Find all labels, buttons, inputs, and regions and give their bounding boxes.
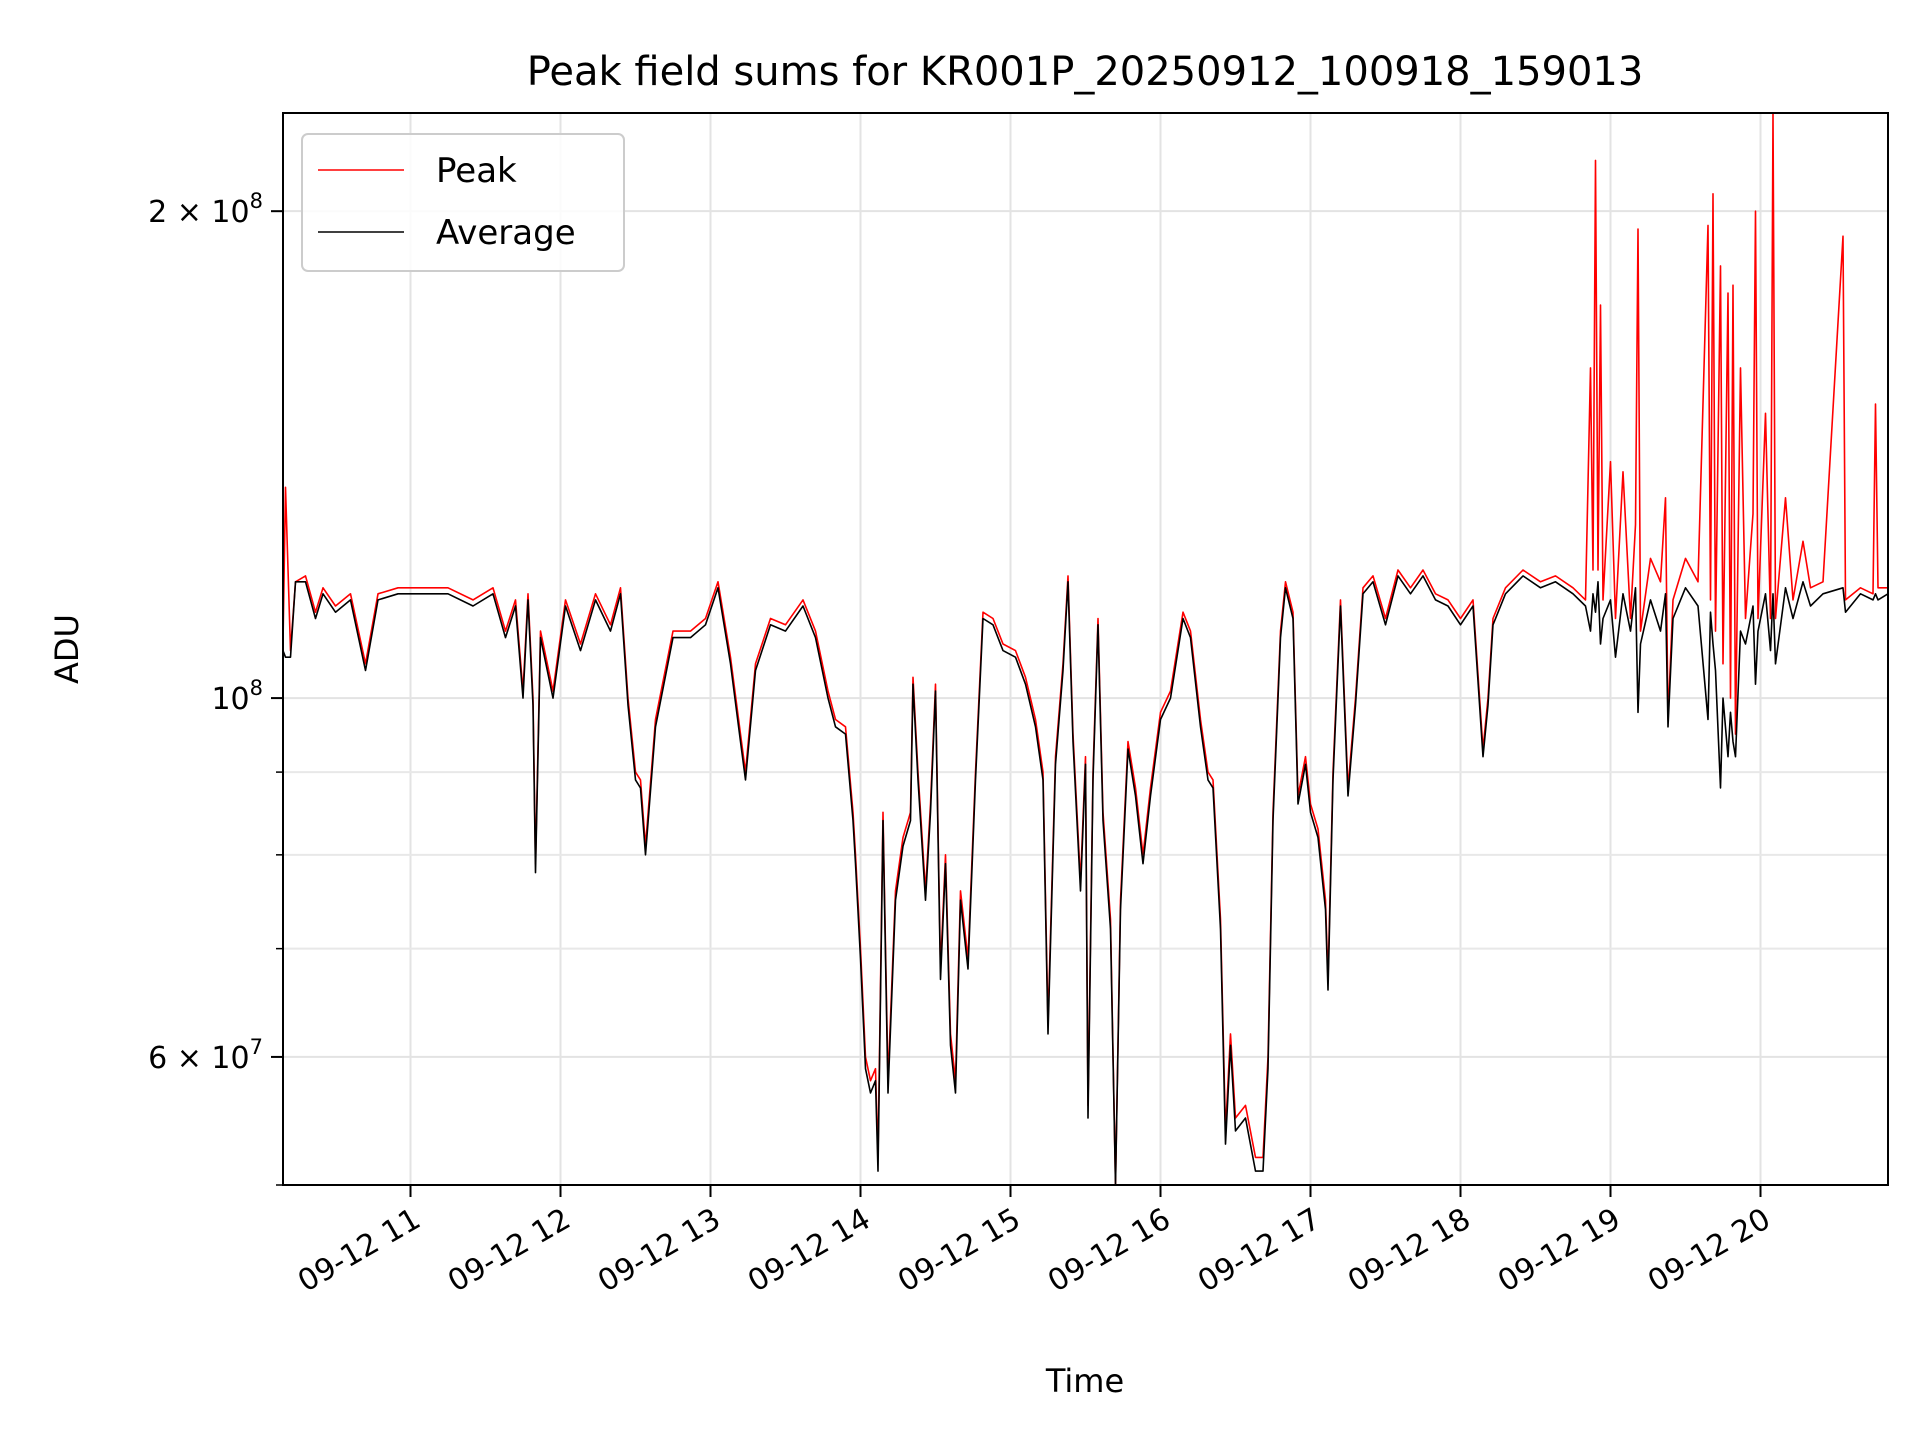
legend-box xyxy=(301,133,625,272)
y-axis-title: ADU xyxy=(48,614,86,684)
legend: Peak Average xyxy=(301,133,625,272)
y-tick-label: 108 xyxy=(211,676,263,717)
y-axis: 6 × 107 108 2 × 108 xyxy=(148,189,283,1186)
y-tick-label: 2 × 108 xyxy=(148,189,263,230)
y-tick-label: 6 × 107 xyxy=(148,1035,263,1076)
legend-label-average: Average xyxy=(436,213,576,253)
chart-title: Peak field sums for KR001P_20250912_1009… xyxy=(527,49,1644,95)
legend-label-peak: Peak xyxy=(436,151,517,191)
series-line-average xyxy=(282,575,1889,1186)
x-axis-title: Time xyxy=(1045,1362,1124,1400)
plot-area xyxy=(282,112,1889,1186)
axes-frame xyxy=(282,112,1889,1186)
